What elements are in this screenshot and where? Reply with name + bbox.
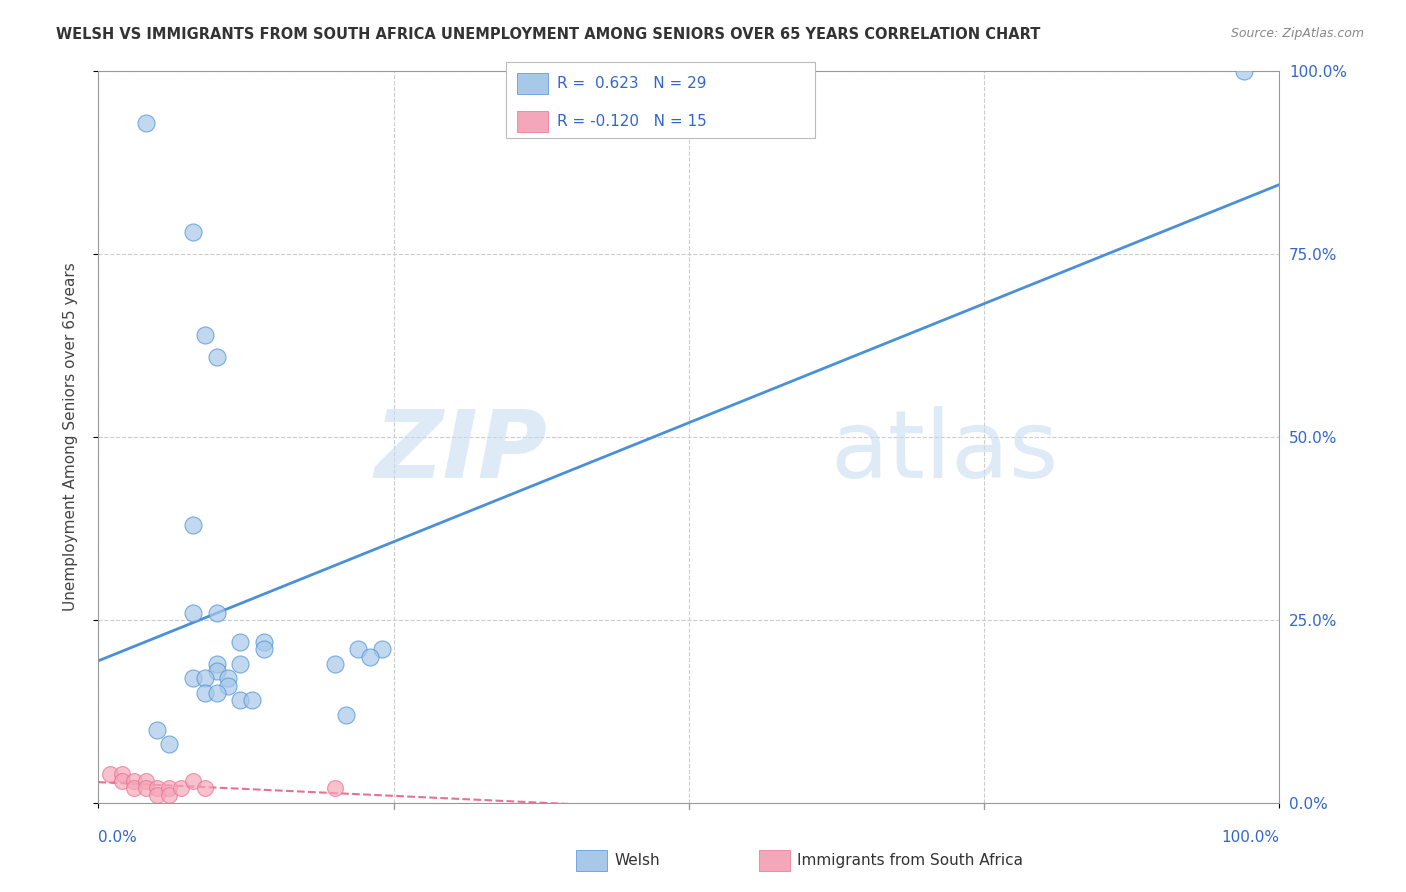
Point xyxy=(194,672,217,686)
Point xyxy=(205,686,228,700)
Point xyxy=(323,657,346,671)
Point xyxy=(347,642,370,657)
Point xyxy=(205,664,228,678)
Text: Immigrants from South Africa: Immigrants from South Africa xyxy=(797,854,1024,868)
Point xyxy=(323,781,346,796)
Point xyxy=(194,781,217,796)
Point xyxy=(181,606,204,620)
Text: WELSH VS IMMIGRANTS FROM SOUTH AFRICA UNEMPLOYMENT AMONG SENIORS OVER 65 YEARS C: WELSH VS IMMIGRANTS FROM SOUTH AFRICA UN… xyxy=(56,27,1040,42)
Point xyxy=(135,115,157,129)
Point xyxy=(98,766,121,780)
Point xyxy=(253,642,276,657)
Text: atlas: atlas xyxy=(831,406,1059,498)
Point xyxy=(359,649,381,664)
Point xyxy=(205,657,228,671)
Point xyxy=(229,635,252,649)
Point xyxy=(135,773,157,788)
Point xyxy=(181,517,204,532)
Point xyxy=(194,327,217,342)
Point xyxy=(229,657,252,671)
Text: ZIP: ZIP xyxy=(374,406,547,498)
Point xyxy=(335,708,357,723)
Point xyxy=(157,781,180,796)
Point xyxy=(217,679,239,693)
Point xyxy=(111,766,134,780)
Y-axis label: Unemployment Among Seniors over 65 years: Unemployment Among Seniors over 65 years xyxy=(63,263,77,611)
Point xyxy=(229,693,252,707)
Point xyxy=(146,789,169,803)
Point xyxy=(205,350,228,364)
Point xyxy=(240,693,263,707)
Point xyxy=(157,789,180,803)
Point xyxy=(122,773,145,788)
Point xyxy=(1233,64,1256,78)
Point xyxy=(205,606,228,620)
Point xyxy=(371,642,394,657)
Point xyxy=(135,781,157,796)
Point xyxy=(181,672,204,686)
Text: Source: ZipAtlas.com: Source: ZipAtlas.com xyxy=(1230,27,1364,40)
Point xyxy=(253,635,276,649)
Text: 0.0%: 0.0% xyxy=(98,830,138,845)
Point xyxy=(122,781,145,796)
Text: 100.0%: 100.0% xyxy=(1222,830,1279,845)
Point xyxy=(157,737,180,751)
Point xyxy=(194,686,217,700)
Point xyxy=(111,773,134,788)
Point xyxy=(146,781,169,796)
Point xyxy=(146,723,169,737)
Text: R =  0.623   N = 29: R = 0.623 N = 29 xyxy=(557,76,706,91)
Text: Welsh: Welsh xyxy=(614,854,659,868)
Point xyxy=(170,781,193,796)
Point xyxy=(181,225,204,239)
Point xyxy=(217,672,239,686)
Text: R = -0.120   N = 15: R = -0.120 N = 15 xyxy=(557,114,707,129)
Point xyxy=(181,773,204,788)
